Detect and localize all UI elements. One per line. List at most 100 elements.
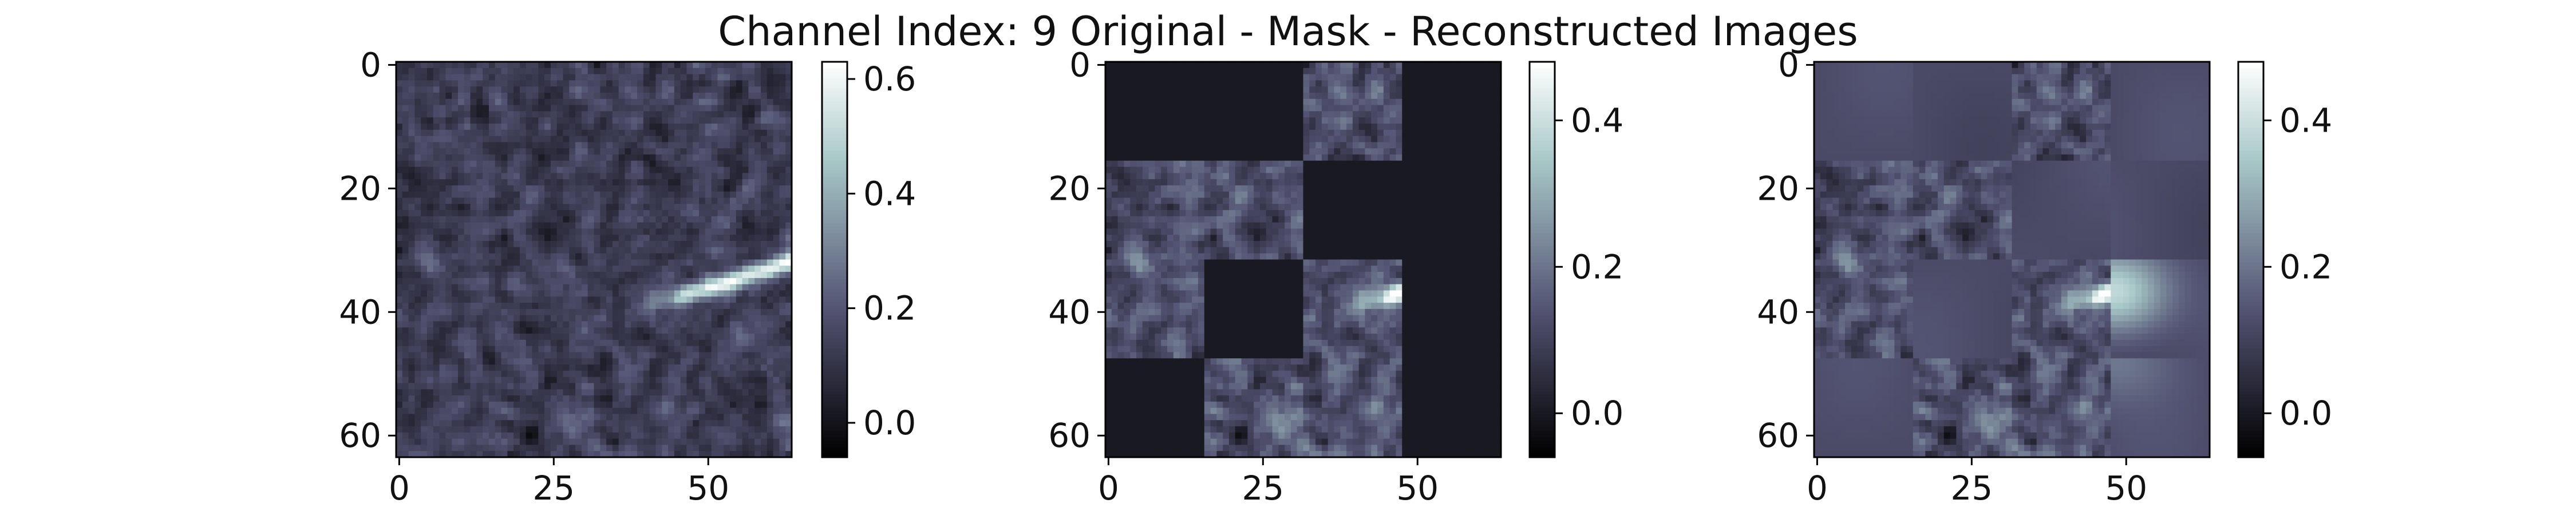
heatmap-cell [457,438,465,446]
heatmap-cell [748,315,755,322]
heatmap-cell [452,117,459,124]
heatmap-cell [569,136,576,142]
heatmap-cell [464,222,471,229]
heatmap-cell [544,346,551,353]
heatmap-cell [501,160,508,168]
heatmap-cell [1420,92,1428,100]
heatmap-cell [581,266,588,272]
heatmap-cell [668,334,675,340]
heatmap-cell [396,197,403,204]
heatmap-cell [767,179,774,186]
heatmap-cell [631,445,638,451]
heatmap-cell [649,105,657,112]
heatmap-cell [668,272,675,279]
heatmap-cell [631,377,638,384]
heatmap-cell [1259,117,1267,124]
heatmap-cell [556,334,564,340]
heatmap-cell [600,432,607,439]
heatmap-cell [439,346,446,353]
heatmap-cell [767,173,774,180]
heatmap-cell [1457,111,1464,118]
heatmap-cell [507,315,514,322]
heatmap-cell [748,136,755,142]
heatmap-cell [767,86,774,93]
heatmap-cell [464,117,471,124]
heatmap-cell [711,185,718,192]
heatmap-cell [618,210,626,217]
heatmap-cell [761,92,768,100]
heatmap-cell [532,284,539,291]
heatmap-cell [785,315,792,322]
heatmap-cell [1340,80,1347,87]
heatmap-cell [526,339,533,347]
heatmap-cell [445,339,452,347]
heatmap-cell [538,154,545,161]
heatmap-cell [600,98,607,106]
heatmap-cell [649,253,657,260]
heatmap-cell [693,272,700,279]
heatmap-cell [674,278,681,285]
heatmap-cell [1327,74,1335,81]
heatmap-cell [1136,74,1143,81]
heatmap-cell [662,228,669,235]
heatmap-cell [1266,117,1273,124]
heatmap-cell [439,358,446,365]
heatmap-cell [581,86,588,93]
heatmap-cell [1259,62,1267,69]
colorbar-band [822,134,847,138]
heatmap-cell [693,129,700,137]
heatmap-cell [550,173,558,180]
heatmap-cell [600,272,607,279]
heatmap-cell [445,346,452,353]
heatmap-cell [457,352,465,359]
heatmap-cell [488,315,496,322]
heatmap-cell [748,253,755,260]
heatmap-cell [730,308,737,316]
heatmap-cell [600,216,607,223]
heatmap-cell [655,395,662,402]
heatmap-cell [1161,129,1168,137]
colorbar-band [822,355,847,359]
heatmap-cell [501,241,508,248]
heatmap-cell [550,451,558,458]
heatmap-cell [625,86,631,93]
heatmap-cell [686,117,693,124]
heatmap-cell [748,451,755,458]
heatmap-cell [736,148,743,155]
heatmap-cell [433,197,440,204]
heatmap-cell [612,222,619,229]
heatmap-cell [785,179,792,186]
heatmap-cell [1346,129,1353,137]
heatmap-cell [594,266,600,272]
heatmap-cell [705,278,712,285]
heatmap-cell [655,272,662,279]
heatmap-cell [538,278,545,285]
heatmap-cell [742,167,749,173]
heatmap-cell [1241,111,1248,118]
heatmap-cell [600,222,607,229]
heatmap-cell [1488,80,1495,87]
heatmap-cell [705,247,712,254]
colorbar-band [822,220,847,224]
heatmap-cell [452,358,459,365]
heatmap-cell [785,321,792,328]
heatmap-cell [452,290,459,297]
heatmap-cell [705,407,712,415]
heatmap-cell [711,445,718,451]
heatmap-cell [550,154,558,161]
heatmap-cell [587,432,595,439]
heatmap-cell [1241,92,1248,100]
heatmap-cell [1396,62,1402,69]
heatmap-cell [495,284,502,291]
heatmap-cell [711,197,718,204]
heatmap-cell [587,235,595,241]
heatmap-cell [532,204,539,211]
heatmap-cell [662,414,669,421]
heatmap-cell [594,334,600,340]
heatmap-cell [631,117,638,124]
heatmap-cell [538,247,545,254]
heatmap-cell [526,129,533,137]
heatmap-cell [618,365,626,371]
heatmap-cell [1198,123,1205,130]
colorbar-band [822,229,847,234]
